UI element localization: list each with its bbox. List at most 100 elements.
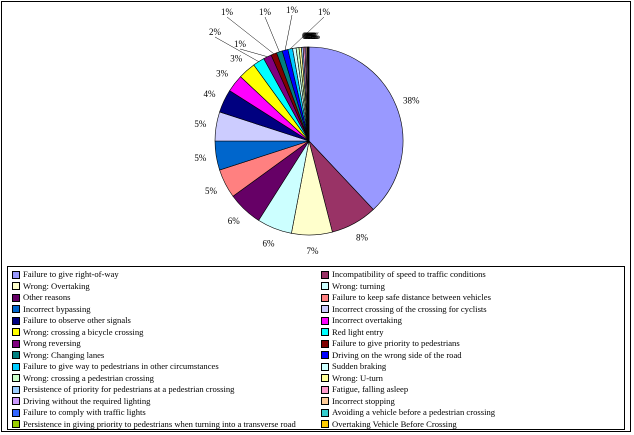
slice-percent-label: 0%: [302, 31, 315, 41]
legend-label: Incompatibility of speed to traffic cond…: [332, 269, 486, 279]
slice-percent-label: 2%: [209, 27, 222, 37]
legend-label: Incorrect crossing of the crossing for c…: [332, 303, 487, 314]
slice-percent-label: 1%: [286, 5, 299, 15]
legend-label: Sudden braking: [332, 361, 387, 371]
legend-swatch: [321, 282, 329, 290]
legend-label: Driving on the wrong side of the road: [332, 349, 462, 360]
slice-percent-label: 0%: [307, 31, 320, 41]
legend-label: Incorrect overtaking: [332, 315, 402, 325]
legend-item: Incorrect crossing of the crossing for c…: [321, 304, 487, 315]
legend-item: Wrong: U-turn: [321, 373, 383, 384]
slice-percent-label: 38%: [403, 96, 420, 106]
legend-item: Failure to give priority to pedestrians: [321, 338, 460, 349]
legend-item: Driving on the wrong side of the road: [321, 350, 462, 361]
legend-swatch: [12, 270, 20, 279]
legend-swatch: [321, 397, 329, 405]
slice-percent-label: 0%: [305, 31, 318, 41]
legend-swatch: [321, 328, 329, 336]
slice-percent-label: 0%: [306, 31, 319, 41]
legend-label: Avoiding a vehicle before a pedestrian c…: [332, 407, 496, 417]
legend-label: Wrong: crossing a pedestrian crossing: [23, 372, 154, 383]
legend-item: Failure to observe other signals: [12, 315, 131, 326]
slice-percent-label: 8%: [356, 232, 369, 242]
legend-label: Wrong reversing: [23, 338, 81, 348]
slice-percent-label: 1%: [234, 39, 247, 49]
legend-item: Incompatibility of speed to traffic cond…: [321, 269, 486, 280]
slice-percent-label: 4%: [204, 89, 217, 99]
legend-label: Persistence of priority for pedestrians …: [23, 384, 235, 394]
legend-item: Wrong: turning: [321, 281, 385, 292]
legend-item: Persistence in giving priority to pedest…: [12, 419, 296, 430]
legend-swatch: [12, 362, 20, 371]
legend-item: Wrong: Changing lanes: [12, 350, 104, 361]
legend-label: Failure to give right-of-way: [23, 269, 119, 279]
leader-line: [290, 16, 325, 50]
legend-swatch: [321, 385, 329, 394]
legend-swatch: [321, 305, 329, 313]
slice-percent-label: 1%: [259, 7, 272, 17]
slice-percent-label: 1%: [318, 7, 331, 17]
legend-label: Failure to give priority to pedestrians: [332, 338, 460, 348]
legend-label: Red light entry: [332, 326, 384, 337]
legend-label: Wrong: U-turn: [332, 372, 383, 383]
legend-label: Failure to comply with traffic lights: [23, 407, 146, 417]
slice-percent-label: 5%: [205, 186, 218, 196]
legend-item: Incorrect overtaking: [321, 315, 402, 326]
slice-percent-label: 3%: [230, 54, 243, 64]
slice-percent-label: 6%: [263, 238, 276, 248]
chart-legend: Failure to give right-of-way Incompatibil…: [7, 266, 625, 430]
legend-label: Wrong: crossing a bicycle crossing: [23, 326, 144, 337]
legend-item: Persistence of priority for pedestrians …: [12, 384, 234, 395]
legend-item: Wrong: Overtaking: [12, 281, 90, 292]
legend-item: Wrong reversing: [12, 338, 81, 349]
legend-swatch: [12, 316, 20, 325]
slice-percent-label: 7%: [307, 246, 320, 256]
slice-percent-label: 0%: [305, 31, 318, 41]
slice-percent-label: 3%: [216, 69, 229, 79]
legend-label: Incorrect bypassing: [23, 303, 91, 314]
legend-swatch: [12, 293, 20, 302]
legend-swatch: [321, 339, 329, 348]
slice-percent-label: 5%: [194, 153, 207, 163]
legend-label: Wrong: Changing lanes: [23, 349, 105, 360]
legend-item: Failure to comply with traffic lights: [12, 407, 146, 418]
legend-label: Persistence in giving priority to pedest…: [23, 418, 296, 429]
legend-item: Failure to give right-of-way: [12, 269, 119, 280]
legend-swatch: [12, 408, 20, 417]
legend-swatch: [12, 351, 20, 359]
legend-label: Incorrect stopping: [332, 395, 395, 406]
legend-swatch: [321, 270, 329, 279]
legend-swatch: [12, 420, 20, 428]
legend-swatch: [12, 385, 20, 394]
legend-swatch: [12, 397, 20, 405]
leader-line: [214, 36, 259, 62]
legend-label: Wrong: turning: [332, 280, 385, 291]
legend-label: Failure to give way to pedestrians in ot…: [23, 361, 219, 371]
leader-line: [264, 16, 280, 52]
legend-swatch: [321, 362, 329, 371]
slice-percent-label: 6%: [228, 216, 241, 226]
legend-label: Overtaking Vehicle Before Crossing: [332, 418, 457, 429]
legend-swatch: [321, 351, 329, 359]
legend-item: Wrong: crossing a bicycle crossing: [12, 327, 143, 338]
legend-swatch: [321, 374, 329, 382]
legend-label: Wrong: Overtaking: [23, 280, 90, 291]
legend-item: Failure to keep safe distance between ve…: [321, 292, 491, 303]
slice-percent-label: 0%: [303, 31, 316, 41]
legend-item: Incorrect stopping: [321, 396, 395, 407]
legend-swatch: [12, 339, 20, 348]
legend-item: Fatigue, falling asleep: [321, 384, 408, 395]
slice-percent-label: 0%: [304, 31, 317, 41]
legend-swatch: [12, 374, 20, 382]
legend-item: Failure to give way to pedestrians in ot…: [12, 361, 219, 372]
legend-item: Driving without the required lighting: [12, 396, 150, 407]
legend-swatch: [321, 316, 329, 325]
legend-item: Sudden braking: [321, 361, 386, 372]
legend-label: Driving without the required lighting: [23, 395, 151, 406]
legend-swatch: [321, 293, 329, 302]
slice-percent-label: 5%: [194, 119, 207, 129]
legend-item: Red light entry: [321, 327, 384, 338]
legend-item: Avoiding a vehicle before a pedestrian c…: [321, 407, 495, 418]
slice-percent-label: 1%: [221, 7, 234, 17]
